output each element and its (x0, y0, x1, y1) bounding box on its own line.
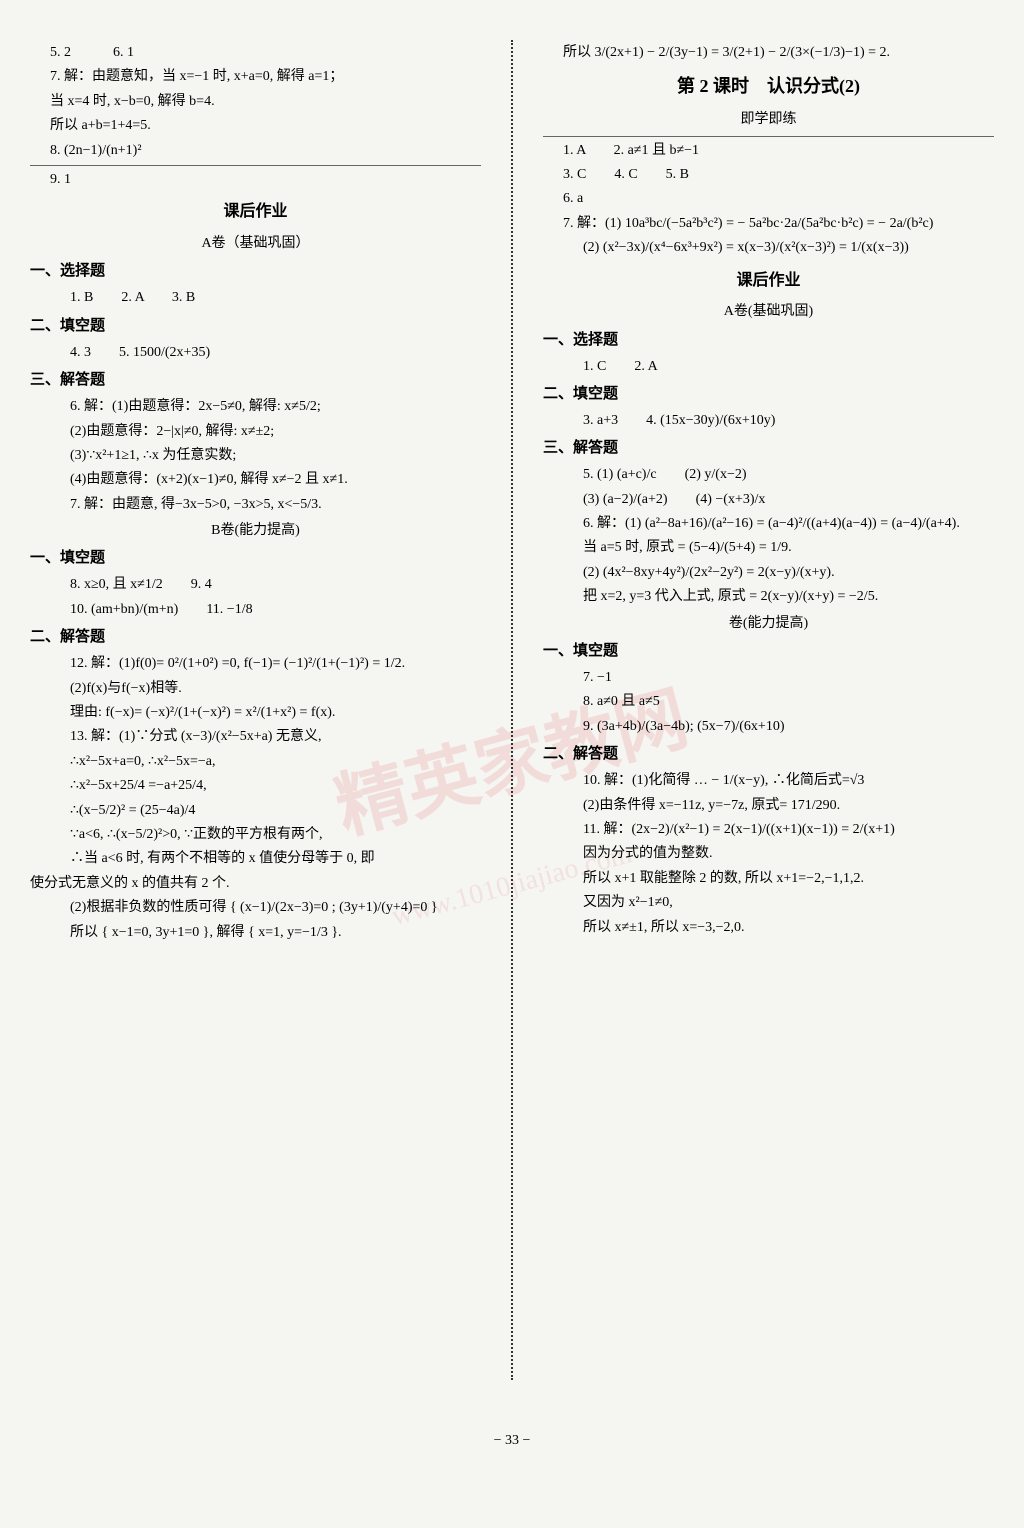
text-line: 10. 解：(1)化简得 … − 1/(x−y), ∴化简后式=√3 (543, 770, 994, 792)
section-heading: 二、填空题 (30, 314, 481, 338)
text-line: 13. 解：(1)∵分式 (x−3)/(x²−5x+a) 无意义, (30, 726, 481, 748)
text-line: (2)根据非负数的性质可得 { (x−1)/(2x−3)=0 ; (3y+1)/… (30, 897, 481, 919)
text-line: 1. A 2. a≠1 且 b≠−1 (543, 140, 994, 162)
section-title: 课后作业 (30, 199, 481, 225)
text-line: 当 a=5 时, 原式 = (5−4)/(5+4) = 1/9. (543, 537, 994, 559)
text-line: 1. B 2. A 3. B (30, 287, 481, 309)
text-line: 所以 a+b=1+4=5. (30, 115, 481, 137)
section-heading: 二、解答题 (30, 625, 481, 649)
section-heading: 一、选择题 (30, 259, 481, 283)
section-title: 课后作业 (543, 268, 994, 294)
left-column: 5. 2 6. 1 7. 解：由题意知，当 x=−1 时, x+a=0, 解得 … (30, 40, 481, 1380)
text-line: 4. 3 5. 1500/(2x+35) (30, 342, 481, 364)
text-line: 5. (1) (a+c)/c (2) y/(x−2) (543, 464, 994, 486)
text-line: (2)由题意得：2−|x|≠0, 解得: x≠±2; (30, 421, 481, 443)
text-line: 7. −1 (543, 667, 994, 689)
text-line: ∴(x−5/2)² = (25−4a)/4 (30, 800, 481, 822)
text-line: 7. 解：由题意, 得−3x−5>0, −3x>5, x<−5/3. (30, 494, 481, 516)
sub-title: A卷(基础巩固) (543, 301, 994, 323)
text-line: 7. 解：由题意知，当 x=−1 时, x+a=0, 解得 a=1； (30, 66, 481, 88)
text-line: 当 x=4 时, x−b=0, 解得 b=4. (30, 91, 481, 113)
text-line: 因为分式的值为整数. (543, 843, 994, 865)
sub-title: 卷(能力提高) (543, 613, 994, 635)
page-number: − 33 − (0, 1430, 1024, 1452)
text-line: 9. 1 (30, 169, 481, 191)
section-heading: 三、解答题 (30, 368, 481, 392)
section-heading: 一、填空题 (30, 546, 481, 570)
text-line: (2) (x²−3x)/(x⁴−6x³+9x²) = x(x−3)/(x²(x−… (543, 237, 994, 259)
text-line: 所以 3/(2x+1) − 2/(3y−1) = 3/(2+1) − 2/(3×… (543, 42, 994, 64)
text-line: (2)由条件得 x=−11z, y=−7z, 原式= 171/290. (543, 795, 994, 817)
text-line: 8. (2n−1)/(n+1)² (30, 140, 481, 162)
section-heading: 二、填空题 (543, 382, 994, 406)
text-line: 3. a+3 4. (15x−30y)/(6x+10y) (543, 410, 994, 432)
horizontal-rule (543, 136, 994, 137)
section-heading: 二、解答题 (543, 742, 994, 766)
text-line: 所以 x+1 取能整除 2 的数, 所以 x+1=−2,−1,1,2. (543, 868, 994, 890)
column-divider (511, 40, 513, 1380)
text-line: 8. a≠0 且 a≠5 (543, 691, 994, 713)
text-line: 10. (am+bn)/(m+n) 11. −1/8 (30, 599, 481, 621)
text-line: 5. 2 6. 1 (30, 42, 481, 64)
right-column: 所以 3/(2x+1) − 2/(3y−1) = 3/(2+1) − 2/(3×… (543, 40, 994, 1380)
text-line: 所以 { x−1=0, 3y+1=0 }, 解得 { x=1, y=−1/3 }… (30, 922, 481, 944)
section-heading: 一、选择题 (543, 328, 994, 352)
text-line: 9. (3a+4b)/(3a−4b); (5x−7)/(6x+10) (543, 716, 994, 738)
section-heading: 三、解答题 (543, 436, 994, 460)
text-line: (3)∵x²+1≥1, ∴x 为任意实数; (30, 445, 481, 467)
text-line: 6. 解：(1)由题意得：2x−5≠0, 解得: x≠5/2; (30, 396, 481, 418)
section-heading: 一、填空题 (543, 639, 994, 663)
text-line: (2)f(x)与f(−x)相等. (30, 678, 481, 700)
text-line: 12. 解：(1)f(0)= 0²/(1+0²) =0, f(−1)= (−1)… (30, 653, 481, 675)
text-line: 3. C 4. C 5. B (543, 164, 994, 186)
text-line: ∴x²−5x+a=0, ∴x²−5x=−a, (30, 751, 481, 773)
text-line: 理由: f(−x)= (−x)²/(1+(−x)²) = x²/(1+x²) =… (30, 702, 481, 724)
text-line: 7. 解：(1) 10a³bc/(−5a²b³c²) = − 5a²bc·2a/… (543, 213, 994, 235)
text-line: 1. C 2. A (543, 356, 994, 378)
text-line: 11. 解：(2x−2)/(x²−1) = 2(x−1)/((x+1)(x−1)… (543, 819, 994, 841)
text-line: 6. 解：(1) (a²−8a+16)/(a²−16) = (a−4)²/((a… (543, 513, 994, 535)
sub-title: 即学即练 (543, 109, 994, 131)
text-line: (4)由题意得：(x+2)(x−1)≠0, 解得 x≠−2 且 x≠1. (30, 469, 481, 491)
text-line: (3) (a−2)/(a+2) (4) −(x+3)/x (543, 489, 994, 511)
horizontal-rule (30, 165, 481, 166)
text-line: 又因为 x²−1≠0, (543, 892, 994, 914)
sub-title: B卷(能力提高) (30, 520, 481, 542)
text-line: ∴当 a<6 时, 有两个不相等的 x 值使分母等于 0, 即 (30, 848, 481, 870)
text-line: (2) (4x²−8xy+4y²)/(2x²−2y²) = 2(x−y)/(x+… (543, 562, 994, 584)
sub-title: A卷（基础巩固） (30, 233, 481, 255)
text-line: 所以 x≠±1, 所以 x=−3,−2,0. (543, 917, 994, 939)
text-line: 使分式无意义的 x 的值共有 2 个. (30, 873, 481, 895)
text-line: 6. a (543, 188, 994, 210)
text-line: ∵a<6, ∴(x−5/2)²>0, ∵正数的平方根有两个, (30, 824, 481, 846)
text-line: 8. x≥0, 且 x≠1/2 9. 4 (30, 574, 481, 596)
text-line: ∴x²−5x+25/4 =−a+25/4, (30, 775, 481, 797)
text-line: 把 x=2, y=3 代入上式, 原式 = 2(x−y)/(x+y) = −2/… (543, 586, 994, 608)
lesson-title: 第 2 课时 认识分式(2) (543, 72, 994, 101)
page-container: 5. 2 6. 1 7. 解：由题意知，当 x=−1 时, x+a=0, 解得 … (0, 0, 1024, 1420)
